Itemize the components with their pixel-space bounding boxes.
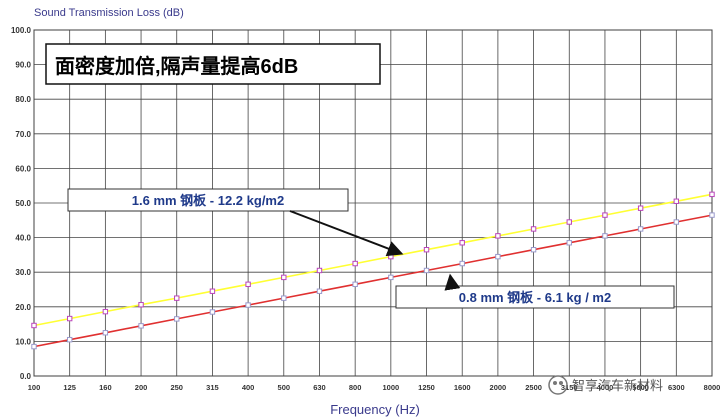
data-point (602, 233, 608, 239)
annotation-headline: 面密度加倍,隔声量提高6dB (45, 43, 381, 85)
data-point (245, 281, 251, 288)
x-tick-label: 3150 (561, 383, 578, 392)
data-point (209, 309, 216, 315)
series-0 (31, 191, 715, 329)
data-point (66, 315, 73, 322)
x-axis-title: Frequency (Hz) (330, 402, 420, 417)
data-point (352, 281, 358, 288)
data-point (423, 247, 430, 253)
y-tick-label: 30.0 (15, 268, 31, 277)
x-tick-label: 250 (170, 383, 183, 392)
x-tick-label: 1600 (454, 383, 471, 392)
data-point (138, 323, 144, 329)
y-tick-label: 70.0 (15, 130, 31, 139)
data-point (673, 198, 680, 204)
watermark-text: 智享汽车新材料 (572, 378, 663, 394)
data-point (530, 226, 537, 232)
data-point (388, 253, 394, 260)
series-line (33, 214, 713, 348)
data-point (209, 288, 216, 294)
x-tick-label: 315 (206, 383, 219, 392)
annotation-thick-steel: 1.6 mm 钢板 - 12.2 kg/m2 (67, 188, 404, 257)
x-tick-label: 1250 (418, 383, 435, 392)
x-tick-label: 2500 (525, 383, 542, 392)
data-point (352, 260, 358, 267)
x-tick-label: 4000 (597, 383, 614, 392)
x-tick-label: 100 (28, 383, 41, 392)
watermark: 智享汽车新材料 (548, 375, 663, 395)
data-point (281, 274, 287, 281)
data-point (66, 336, 73, 343)
data-point (102, 308, 109, 315)
data-point (174, 295, 180, 301)
y-tick-label: 0.0 (20, 372, 32, 381)
annotation-thin-steel-arrow (444, 273, 461, 291)
data-point (602, 212, 608, 218)
data-point (316, 288, 323, 294)
x-tick-label: 630 (313, 383, 326, 392)
data-point (31, 322, 37, 329)
data-point (423, 267, 430, 274)
y-tick-label: 90.0 (15, 61, 31, 70)
data-point (245, 302, 251, 308)
data-point (566, 240, 572, 246)
x-tick-label: 1000 (382, 383, 399, 392)
y-tick-label: 10.0 (15, 337, 31, 346)
data-point (637, 226, 644, 232)
x-tick-label: 8000 (704, 383, 721, 392)
data-point (530, 247, 537, 253)
series-line (33, 193, 713, 327)
data-point (138, 302, 144, 308)
annotation-headline-text: 面密度加倍,隔声量提高6dB (55, 54, 298, 78)
y-axis-title: Sound Transmission Loss (dB) (34, 7, 184, 19)
x-tick-label: 125 (63, 383, 76, 392)
data-point (566, 219, 572, 225)
data-point (459, 260, 465, 267)
data-point (102, 330, 109, 336)
data-point (495, 253, 501, 260)
x-tick-labels: 100 125 160 200 250 315 400 500 630 800 1000 1250 16… (28, 383, 721, 392)
watermark-logo-icon-dot (559, 381, 563, 385)
series-layer (31, 191, 715, 350)
data-point (709, 191, 715, 198)
data-point (637, 205, 644, 211)
data-point (174, 316, 180, 322)
data-point (388, 274, 394, 281)
x-tick-label: 160 (99, 383, 112, 392)
x-tick-label: 2000 (490, 383, 507, 392)
x-tick-label: 6300 (668, 383, 685, 392)
data-point (281, 295, 287, 301)
annotation-headline-box (45, 43, 381, 85)
annotation-thick-steel-arrow (289, 210, 404, 257)
data-point (709, 212, 715, 218)
annotation-thick-steel-box (67, 188, 349, 212)
annotation-thin-steel-text: 0.8 mm 钢板 - 6.1 kg / m2 (459, 290, 611, 305)
y-tick-label: 100.0 (11, 26, 32, 35)
y-tick-label: 80.0 (15, 95, 31, 104)
data-point (495, 233, 501, 239)
y-tick-label: 50.0 (15, 199, 31, 208)
watermark-logo-icon-dot (553, 381, 557, 385)
x-tick-label: 5000 (632, 383, 649, 392)
annotation-thin-steel: 0.8 mm 钢板 - 6.1 kg / m2 (395, 273, 675, 309)
y-tick-labels: 0.0 10.0 20.0 30.0 40.0 50.0 60.0 70.0 80.0 90.0 1… (11, 26, 32, 381)
y-tick-label: 20.0 (15, 303, 31, 312)
data-point (673, 219, 680, 225)
x-tick-label: 500 (278, 383, 291, 392)
y-tick-label: 60.0 (15, 164, 31, 173)
x-tick-label: 800 (349, 383, 362, 392)
watermark-logo-icon (548, 375, 568, 395)
data-point (31, 343, 37, 350)
x-tick-label: 200 (135, 383, 148, 392)
data-point (316, 267, 323, 274)
data-point (459, 240, 465, 246)
series-1 (31, 212, 715, 350)
x-tick-label: 400 (242, 383, 255, 392)
annotation-thin-steel-box (395, 285, 675, 309)
y-tick-label: 40.0 (15, 234, 31, 243)
annotation-thick-steel-text: 1.6 mm 钢板 - 12.2 kg/m2 (132, 193, 284, 208)
